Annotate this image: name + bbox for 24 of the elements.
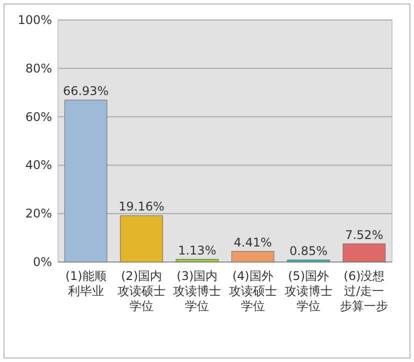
- y-tick-label: 20%: [25, 206, 52, 221]
- x-tick-label: (4)国外攻读硕士学位: [228, 269, 277, 313]
- data-label: 7.52%: [345, 228, 384, 242]
- y-tick-label: 60%: [25, 110, 52, 124]
- x-tick-label: (3)国内攻读博士学位: [173, 269, 222, 313]
- data-label: 66.93%: [62, 84, 109, 98]
- data-label: 1.13%: [178, 243, 216, 258]
- data-label: 19.16%: [118, 200, 164, 214]
- x-tick-label: (6)没想过/走一步算一步: [340, 269, 388, 313]
- y-tick-label: 0%: [32, 255, 52, 269]
- bar: [176, 259, 219, 262]
- bar: [231, 251, 274, 262]
- x-tick-label: (1)能顺利毕业: [65, 269, 106, 298]
- y-tick-label: 80%: [25, 61, 52, 76]
- bar: [342, 244, 386, 262]
- bar: [64, 100, 108, 262]
- y-tick-label: 40%: [25, 158, 52, 172]
- x-tick-label: (2)国内攻读硕士学位: [118, 269, 166, 313]
- data-label: 4.41%: [234, 235, 272, 250]
- bar: [287, 260, 330, 262]
- data-label: 0.85%: [289, 244, 328, 258]
- y-tick-label: 100%: [18, 13, 52, 27]
- x-tick-label: (5)国外攻读博士学位: [284, 269, 332, 313]
- bar: [120, 215, 163, 262]
